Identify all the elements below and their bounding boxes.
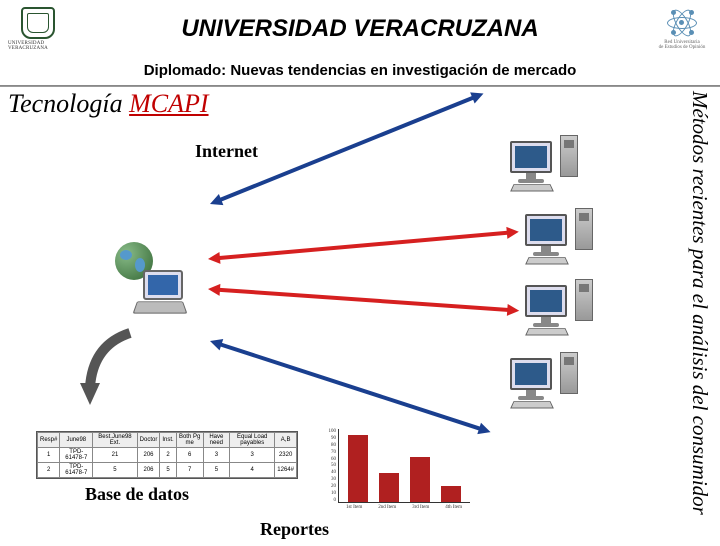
chart-bar (348, 435, 368, 502)
vertical-sidebar-title: Métodos recientes para el análisis del c… (686, 91, 712, 541)
connection-arrow-2 (208, 230, 519, 261)
monitor-icon (525, 285, 567, 317)
internet-server-icon (115, 242, 205, 327)
table-header: Equal Load payables (230, 433, 275, 448)
shield-icon (21, 7, 55, 39)
table-header: June98 (60, 433, 93, 448)
reports-label: Reportes (260, 519, 329, 540)
monitor-icon (510, 141, 552, 173)
table-header: Resp# (38, 433, 60, 448)
keyboard-icon (510, 401, 554, 408)
database-table: Resp#June98Best.June98 Ext.DoctorInst.Bo… (36, 431, 298, 479)
tower-icon (560, 135, 578, 177)
table-header: Both Pg me (176, 433, 203, 448)
client-terminal-3 (525, 279, 593, 337)
tower-icon (575, 208, 593, 250)
section-title-plain: Tecnología (8, 89, 129, 118)
table-header: A,B (275, 433, 297, 448)
section-title-accent: MCAPI (129, 89, 208, 118)
table-header: Doctor (137, 433, 160, 448)
network-logo: Red Universitariade Estudios de Opinión (652, 4, 712, 54)
keyboard-icon (525, 257, 569, 264)
slide-content: Tecnología MCAPI Métodos recientes para … (0, 86, 720, 546)
chart-bar (410, 457, 430, 502)
section-title: Tecnología MCAPI (8, 89, 209, 119)
tower-icon (575, 279, 593, 321)
keyboard-icon (525, 328, 569, 335)
report-bar-chart: 1009080706050403020100 1st Item2nd Item3… (320, 429, 470, 517)
table-row: 2TPD-61478-7520657541264# (38, 463, 297, 478)
table-header: Inst. (160, 433, 176, 448)
internet-label: Internet (195, 141, 258, 162)
tower-icon (560, 352, 578, 394)
logo-right-caption: Red Universitariade Estudios de Opinión (659, 40, 706, 51)
client-terminal-2 (525, 208, 593, 266)
client-terminal-4 (510, 352, 578, 410)
logo-left-caption: UNIVERSIDAD VERACRUZANA (8, 41, 68, 51)
header: UNIVERSIDAD VERACRUZANA UNIVERSIDAD VERA… (0, 0, 720, 86)
atom-icon (667, 8, 697, 38)
chart-bar (379, 473, 399, 502)
header-top-row: UNIVERSIDAD VERACRUZANA UNIVERSIDAD VERA… (0, 0, 720, 58)
keyboard-icon (510, 184, 554, 191)
connection-arrow-4 (209, 339, 491, 434)
table-row: 1TPD-61478-72120626332320 (38, 448, 297, 463)
university-title: UNIVERSIDAD VERACRUZANA (68, 15, 652, 43)
monitor-icon (510, 358, 552, 390)
connection-arrow-3 (208, 287, 520, 313)
keyboard-icon (133, 301, 188, 313)
curved-arrow-icon (78, 325, 148, 415)
monitor-icon (143, 270, 183, 300)
table-header: Have need (203, 433, 230, 448)
monitor-icon (525, 214, 567, 246)
client-terminal-1 (510, 135, 578, 193)
database-label: Base de datos (85, 484, 189, 505)
university-shield-logo: UNIVERSIDAD VERACRUZANA (8, 4, 68, 54)
diploma-subtitle: Diplomado: Nuevas tendencias en investig… (0, 58, 720, 85)
table-header: Best.June98 Ext. (93, 433, 137, 448)
chart-bar (441, 486, 461, 502)
